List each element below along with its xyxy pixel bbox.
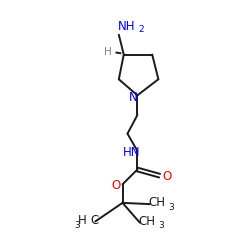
- Text: N: N: [129, 91, 138, 104]
- Text: CH: CH: [149, 196, 166, 209]
- Text: 2: 2: [138, 25, 144, 34]
- Text: H: H: [78, 214, 87, 227]
- Text: 3: 3: [158, 221, 164, 230]
- Text: H: H: [104, 47, 112, 57]
- Text: O: O: [162, 170, 171, 183]
- Text: O: O: [112, 179, 121, 192]
- Text: HN: HN: [122, 146, 140, 159]
- Text: C: C: [90, 214, 98, 227]
- Text: NH: NH: [118, 20, 135, 32]
- Text: 3: 3: [74, 221, 80, 230]
- Text: 3: 3: [168, 202, 173, 211]
- Text: CH: CH: [139, 215, 156, 228]
